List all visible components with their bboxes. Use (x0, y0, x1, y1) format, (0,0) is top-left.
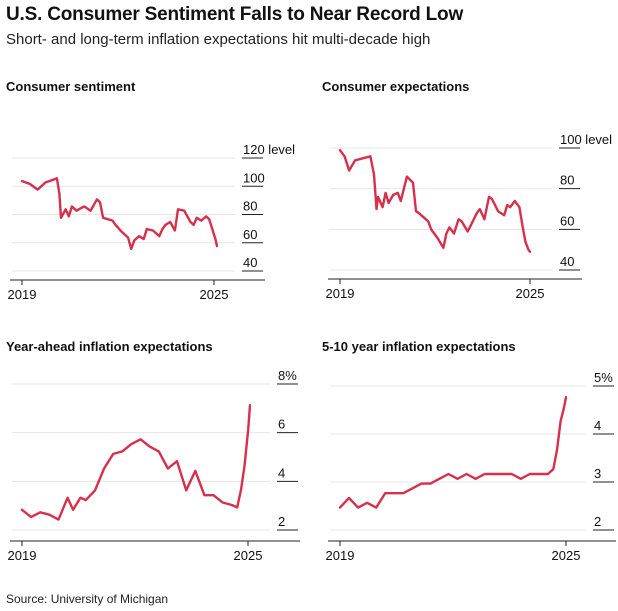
chart-4: 2 3 4 5% 2019 2025 (326, 370, 616, 563)
panel-title-consumer-expectations: Consumer expectations (322, 79, 470, 94)
x-tick-label: 2019 (8, 548, 37, 563)
y-tick-label: 60 (560, 213, 574, 228)
source-note: Source: University of Michigan (6, 592, 169, 606)
y-tick-label: 60 (243, 227, 257, 242)
series-line (338, 396, 568, 509)
y-tick-label: 120 level (243, 142, 295, 157)
y-tick-label: 4 (278, 465, 285, 480)
y-tick-label: 80 (560, 173, 574, 188)
page-title: U.S. Consumer Sentiment Falls to Near Re… (6, 4, 464, 25)
panel-title-consumer-sentiment: Consumer sentiment (6, 79, 136, 94)
panel-title-long-term-inflation: 5-10 year inflation expectations (322, 339, 516, 354)
series-line (20, 404, 252, 521)
y-tick-label: 2 (594, 514, 601, 529)
series-line (20, 177, 219, 251)
chart-3: 2 4 6 8% 2019 2025 (8, 368, 300, 563)
y-tick-label: 100 level (560, 132, 612, 147)
y-tick-label: 5% (594, 370, 613, 385)
panel-title-year-ahead-inflation: Year-ahead inflation expectations (6, 339, 213, 354)
y-tick-label: 40 (560, 254, 574, 269)
y-tick-label: 3 (594, 466, 601, 481)
y-tick-label: 80 (243, 199, 257, 214)
x-tick-label: 2025 (516, 286, 545, 301)
x-tick-label: 2025 (200, 287, 229, 302)
x-tick-label: 2025 (552, 548, 581, 563)
chart-1: 40 60 80 100 120 level 2019 2025 (8, 142, 296, 302)
y-tick-label: 2 (278, 514, 285, 529)
x-tick-label: 2019 (8, 287, 37, 302)
series-line (338, 148, 532, 254)
chart-2: 40 60 80 100 level 2019 2025 (326, 132, 613, 301)
y-tick-label: 6 (278, 417, 285, 432)
x-tick-label: 2019 (326, 286, 355, 301)
y-tick-label: 40 (243, 255, 257, 270)
page-subtitle: Short- and long-term inflation expectati… (6, 31, 431, 48)
y-tick-label: 100 (243, 170, 265, 185)
y-tick-label: 4 (594, 418, 601, 433)
x-tick-label: 2019 (326, 548, 355, 563)
x-tick-label: 2025 (234, 548, 263, 563)
y-tick-label: 8% (278, 368, 297, 383)
